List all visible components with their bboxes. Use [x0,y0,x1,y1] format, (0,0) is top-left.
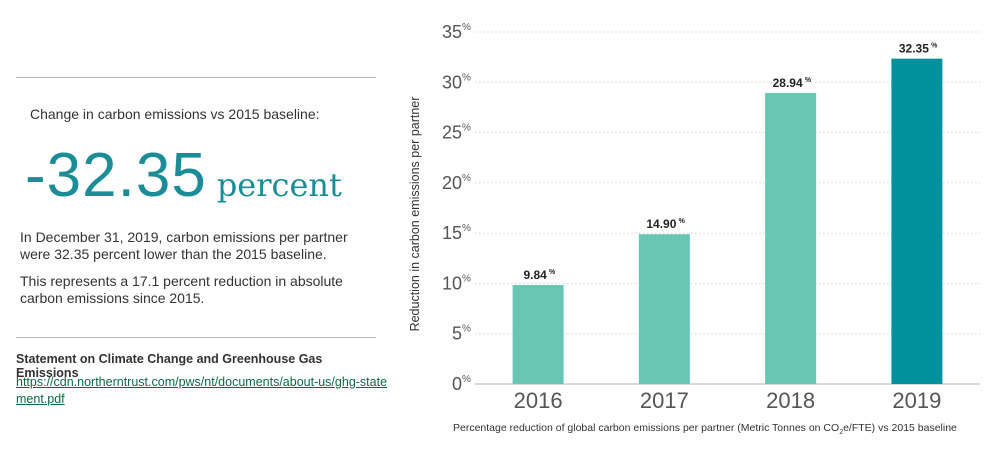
data-label-2016: 9.84 [523,268,547,282]
y-tick-percent-sign: % [462,223,471,234]
y-tick-percent-sign: % [462,123,471,134]
y-axis-label: Reduction in carbon emissions per partne… [408,97,422,332]
data-label-percent-2018: % [805,77,812,84]
y-tick-label: 0 [452,374,462,394]
bar-2016 [512,285,564,384]
data-label-2019: 32.35 [899,42,929,56]
x-axis-caption: Percentage reduction of global carbon em… [453,422,957,436]
bar-2018 [765,92,817,384]
y-tick-percent-sign: % [462,173,471,184]
bar-2017 [638,234,690,384]
bar-chart: 0% 5% 10% 15% 20% 25% 30% 35% 9.84% 2016 14.90% 20… [395,0,1000,457]
kpi-label: Change in carbon emissions vs 2015 basel… [30,106,320,122]
y-tick-label: 20 [442,173,462,193]
y-tick-percent-sign: % [462,324,471,335]
caption-subscript: 2 [839,429,843,436]
y-tick-label: 35 [442,22,462,42]
y-tick-label: 5 [452,324,462,344]
y-tick-percent-sign: % [462,72,471,83]
y-tick-percent-sign: % [462,273,471,284]
divider-top [16,77,376,78]
caption-part-1: Percentage reduction of global carbon em… [453,422,839,434]
data-label-2018: 28.94 [773,76,803,90]
bar-2019 [891,58,943,384]
x-tick-label-2018: 2018 [766,388,815,413]
summary-paragraph-2: This represents a 17.1 percent reduction… [20,273,343,306]
statement-link[interactable]: https://cdn.northerntrust.com/pws/nt/doc… [16,375,388,406]
kpi-number: -32.35 [25,141,207,210]
statement-title: Statement on Climate Change and Greenhou… [16,352,323,380]
y-tick-label: 15 [442,223,462,243]
summary-paragraph-1: In December 31, 2019, carbon emissions p… [20,229,348,262]
data-label-percent-2016: % [549,269,556,276]
data-label-2017: 14.90 [646,217,676,231]
data-label-percent-2019: % [931,43,938,50]
x-tick-label-2019: 2019 [892,388,941,413]
caption-part-2: e/FTE) vs 2015 baseline [843,422,957,434]
x-tick-label-2016: 2016 [514,388,563,413]
y-tick-percent-sign: % [462,374,471,385]
y-tick-percent-sign: % [462,22,471,33]
x-tick-label-2017: 2017 [640,388,689,413]
kpi-unit: percent [216,166,342,204]
data-label-percent-2017: % [679,218,686,225]
y-tick-label: 10 [442,273,462,293]
kpi-value: -32.35 percent [25,140,342,211]
divider-bottom [16,337,376,338]
summary-panel: Change in carbon emissions vs 2015 basel… [16,0,387,457]
y-tick-label: 25 [442,123,462,143]
y-tick-label: 30 [442,72,462,92]
